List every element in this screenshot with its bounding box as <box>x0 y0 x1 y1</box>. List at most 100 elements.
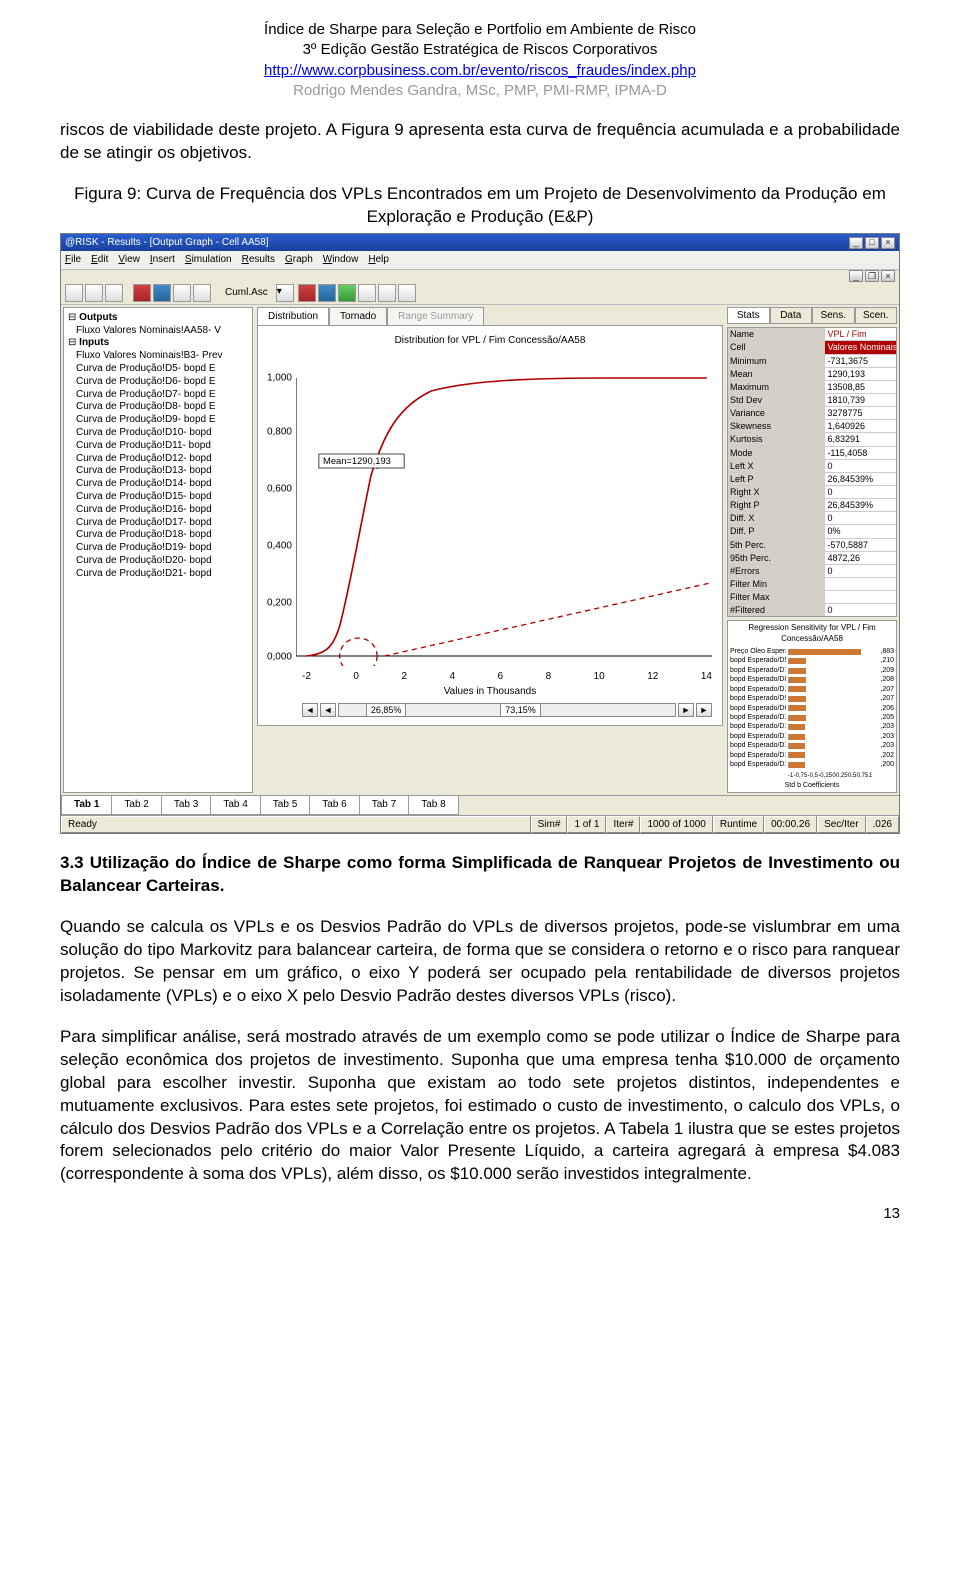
menu-insert[interactable]: Insert <box>150 253 175 267</box>
x-tick-label: 14 <box>701 670 712 684</box>
x-axis-title: Values in Thousands <box>262 685 718 699</box>
child-minimize-button[interactable]: _ <box>849 270 863 282</box>
sheet-tab[interactable]: Tab 1 <box>61 796 112 815</box>
x-tick-label: 6 <box>498 670 504 684</box>
sheet-tab[interactable]: Tab 2 <box>111 796 161 815</box>
toolbar-button[interactable] <box>133 284 151 302</box>
stat-value: 0% <box>825 525 896 537</box>
input-item[interactable]: Curva de Produção!D10- bopd <box>68 427 248 440</box>
y-tick-label: 0,000 <box>267 650 292 664</box>
input-item[interactable]: Curva de Produção!D8- bopd E <box>68 401 248 414</box>
input-item[interactable]: Curva de Produção!D11- bopd <box>68 440 248 453</box>
stat-key: Right P <box>728 499 825 511</box>
child-close-button[interactable]: × <box>881 270 895 282</box>
toolbar-button[interactable] <box>173 284 191 302</box>
menu-edit[interactable]: Edit <box>91 253 108 267</box>
close-button[interactable]: × <box>881 237 895 249</box>
stat-value: 0 <box>825 604 896 616</box>
tab-range-summary[interactable]: Range Summary <box>387 307 484 326</box>
toolbar-button[interactable] <box>65 284 83 302</box>
stat-key: Left X <box>728 460 825 472</box>
stat-key: Std Dev <box>728 394 825 406</box>
output-item[interactable]: Fluxo Valores Nominais!AA58- V <box>68 325 248 338</box>
percentile-track[interactable]: 26,85% 73,15% <box>338 703 676 717</box>
status-ready: Ready <box>61 816 531 834</box>
scroll-left-step-button[interactable]: ◄ <box>320 703 336 717</box>
stat-key: #Filtered <box>728 604 825 616</box>
doc-header-link[interactable]: http://www.corpbusiness.com.br/evento/ri… <box>264 62 696 79</box>
scroll-right-button[interactable]: ► <box>696 703 712 717</box>
stat-value: Valores Nominais <box>825 341 896 353</box>
menu-results[interactable]: Results <box>242 253 275 267</box>
cuml-label: Cuml.Asc <box>221 286 272 300</box>
stat-key: Minimum <box>728 355 825 367</box>
sheet-tab[interactable]: Tab 3 <box>161 796 211 815</box>
input-item[interactable]: Curva de Produção!D16- bopd <box>68 504 248 517</box>
cuml-dropdown[interactable]: ▾ <box>276 284 294 302</box>
input-item[interactable]: Curva de Produção!D18- bopd <box>68 529 248 542</box>
stat-key: Filter Min <box>728 578 825 590</box>
sheet-tab[interactable]: Tab 6 <box>309 796 359 815</box>
tab-scen[interactable]: Scen. <box>855 307 898 325</box>
atrisk-results-window: @RISK - Results - [Output Graph - Cell A… <box>60 233 900 834</box>
toolbar-button[interactable] <box>298 284 316 302</box>
input-item[interactable]: Curva de Produção!D14- bopd <box>68 478 248 491</box>
stat-key: Cell <box>728 341 825 353</box>
menu-window[interactable]: Window <box>323 253 359 267</box>
toolbar-button[interactable] <box>358 284 376 302</box>
scroll-right-step-button[interactable]: ► <box>678 703 694 717</box>
scroll-left-button[interactable]: ◄ <box>302 703 318 717</box>
input-item[interactable]: Curva de Produção!D7- bopd E <box>68 389 248 402</box>
toolbar-button[interactable] <box>398 284 416 302</box>
sensitivity-row: bopd Esperado/D10,207 <box>730 685 894 694</box>
toolbar-button[interactable] <box>193 284 211 302</box>
input-item[interactable]: Curva de Produção!D20- bopd <box>68 555 248 568</box>
tab-data[interactable]: Data <box>770 307 813 325</box>
toolbar-button[interactable] <box>105 284 123 302</box>
input-item[interactable]: Curva de Produção!D6- bopd E <box>68 376 248 389</box>
input-item[interactable]: Curva de Produção!D5- bopd E <box>68 363 248 376</box>
child-restore-button[interactable]: ❐ <box>865 270 879 282</box>
maximize-button[interactable]: □ <box>865 237 879 249</box>
input-item[interactable]: Curva de Produção!D12- bopd <box>68 453 248 466</box>
sensitivity-row: bopd Esperado/D5,210 <box>730 656 894 665</box>
tab-distribution[interactable]: Distribution <box>257 307 329 326</box>
minimize-button[interactable]: _ <box>849 237 863 249</box>
input-item[interactable]: Curva de Produção!D21- bopd <box>68 568 248 581</box>
input-item[interactable]: Curva de Produção!D9- bopd E <box>68 414 248 427</box>
inputs-node[interactable]: Inputs <box>79 337 109 348</box>
stat-value: -570,5887 <box>825 539 896 551</box>
tab-stats[interactable]: Stats <box>727 307 770 325</box>
input-item[interactable]: Curva de Produção!D19- bopd <box>68 542 248 555</box>
menu-help[interactable]: Help <box>368 253 389 267</box>
stat-key: Maximum <box>728 381 825 393</box>
tab-tornado[interactable]: Tornado <box>329 307 387 326</box>
left-percent-box[interactable]: 26,85% <box>366 703 407 717</box>
stats-table: NameVPL / FimCellValores NominaisMinimum… <box>727 327 897 617</box>
input-item[interactable]: Curva de Produção!D13- bopd <box>68 465 248 478</box>
y-tick-label: 0,200 <box>267 596 292 610</box>
stat-key: Variance <box>728 407 825 419</box>
input-item[interactable]: Curva de Produção!D15- bopd <box>68 491 248 504</box>
sheet-tab[interactable]: Tab 7 <box>359 796 409 815</box>
stat-value: 26,84539% <box>825 499 896 511</box>
toolbar-button[interactable] <box>338 284 356 302</box>
input-item[interactable]: Curva de Produção!D17- bopd <box>68 517 248 530</box>
input-item[interactable]: Fluxo Valores Nominais!B3- Prev <box>68 350 248 363</box>
toolbar-button[interactable] <box>85 284 103 302</box>
stat-value: VPL / Fim <box>825 328 896 340</box>
menu-file[interactable]: File <box>65 253 81 267</box>
tab-sens[interactable]: Sens. <box>812 307 855 325</box>
right-percent-box[interactable]: 73,15% <box>500 703 541 717</box>
outputs-node[interactable]: Outputs <box>79 312 117 323</box>
sheet-tab[interactable]: Tab 8 <box>408 796 458 815</box>
menu-simulation[interactable]: Simulation <box>185 253 232 267</box>
sheet-tab[interactable]: Tab 4 <box>210 796 260 815</box>
toolbar-button[interactable] <box>318 284 336 302</box>
toolbar-button[interactable] <box>378 284 396 302</box>
menu-graph[interactable]: Graph <box>285 253 313 267</box>
stat-key: Diff. X <box>728 512 825 524</box>
sheet-tab[interactable]: Tab 5 <box>260 796 310 815</box>
menu-view[interactable]: View <box>118 253 140 267</box>
toolbar-button[interactable] <box>153 284 171 302</box>
